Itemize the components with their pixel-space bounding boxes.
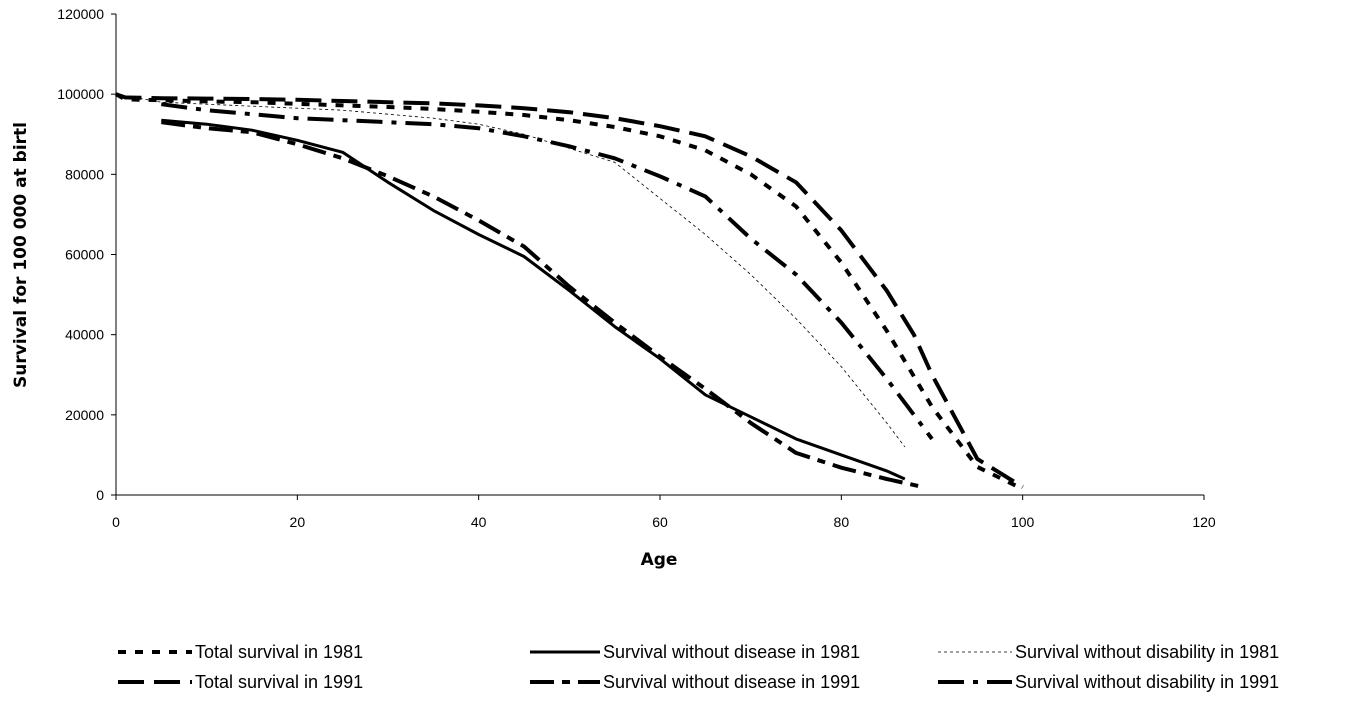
- legend-label: Survival without disability in 1981: [1015, 642, 1279, 662]
- y-axis-title: Survival for 100 000 at birtl: [11, 122, 31, 388]
- legend-label: Survival without disease in 1981: [603, 642, 860, 662]
- axes: [115, 14, 1204, 496]
- series-line-3: [161, 118, 906, 481]
- legend-label: Total survival in 1991: [195, 672, 363, 692]
- x-tick-label: 100: [1011, 514, 1035, 530]
- y-tick-label: 40000: [65, 327, 104, 343]
- legend-label: Survival without disease in 1991: [603, 672, 860, 692]
- x-tick-label: 40: [471, 514, 487, 530]
- x-tick-label: 0: [112, 514, 120, 530]
- legend: Total survival in 1981 Total survival in …: [118, 642, 1279, 692]
- legend-label: Total survival in 1981: [195, 642, 363, 662]
- x-tick-label: 80: [834, 514, 850, 530]
- x-axis-ticks: 0 20 40 60 80 100 120: [112, 495, 1216, 530]
- legend-label: Survival without disability in 1991: [1015, 672, 1279, 692]
- x-axis-title: Age: [641, 550, 678, 570]
- x-tick-label: 120: [1192, 514, 1216, 530]
- series-line-5: [115, 93, 906, 448]
- y-tick-label: 60000: [65, 247, 104, 263]
- x-tick-label: 60: [652, 514, 668, 530]
- y-axis-ticks: 0 20000 40000 60000 80000 100000 120000: [57, 6, 116, 503]
- series-lines: [115, 92, 1024, 491]
- series-line-4: [161, 120, 924, 489]
- series-line-1: [115, 92, 1024, 491]
- series-line-2: [115, 92, 1024, 489]
- y-tick-label: 20000: [65, 407, 104, 423]
- y-tick-label: 0: [96, 487, 104, 503]
- x-tick-label: 20: [290, 514, 306, 530]
- y-tick-label: 80000: [65, 166, 104, 182]
- y-tick-label: 100000: [57, 86, 104, 102]
- series-line-6: [161, 102, 934, 441]
- y-tick-label: 120000: [57, 6, 104, 22]
